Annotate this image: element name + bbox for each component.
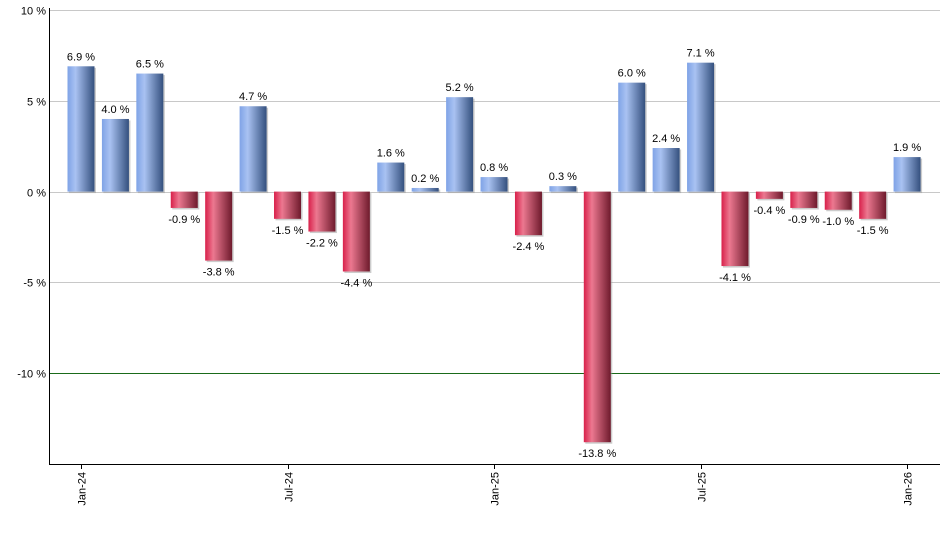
bar-Oct-24 [377,162,405,192]
bar-Apr-24 [170,191,198,208]
y-tick-label: 0 % [27,188,46,200]
y-tick-label: -10 % [17,369,46,381]
bar-Mar-24 [136,73,164,192]
axes: 10 % 5 % 0 % -5 % -10 % Jan-24 Jul-24 Jan-25 Jul… [17,6,940,506]
y-tick-label: 10 % [21,6,46,18]
bar-Sep-25 [755,191,783,199]
data-label: 0.3 % [549,171,577,183]
data-label: -4.1 % [719,272,751,284]
bar-Nov-24 [411,187,439,192]
data-label: -0.4 % [754,205,786,217]
data-labels: 6.9 %4.0 %6.5 %-0.9 %-3.8 %4.7 %-1.5 %-2… [67,48,921,461]
x-tick-label: Jan-24 [77,472,89,506]
data-label: 5.2 % [446,82,474,94]
data-label: -4.4 % [340,278,372,290]
data-label: -2.2 % [306,238,338,250]
data-label: -2.4 % [513,241,545,253]
data-label: 1.6 % [377,148,405,160]
bar-Jan-25 [480,177,508,192]
bar-Dec-24 [446,97,474,192]
bar-Jan-24 [67,66,95,192]
bar-Jul-25 [687,62,715,192]
data-label: -0.9 % [168,214,200,226]
x-tick-label: Jul-24 [284,472,296,502]
bar-Apr-25 [583,191,611,443]
data-label: -0.9 % [788,214,820,226]
bar-Jun-24 [239,106,267,192]
bar-Feb-25 [514,191,542,236]
y-tick-label: 5 % [27,97,46,109]
y-tick-label: -5 % [23,278,46,290]
data-label: -1.0 % [822,216,854,228]
bar-Nov-25 [824,191,852,210]
data-label: 1.9 % [893,142,921,154]
data-label: 6.5 % [136,59,164,71]
bar-Mar-25 [549,186,577,192]
bar-Jan-26 [893,157,921,192]
data-label: 2.4 % [652,133,680,145]
bar-Sep-24 [342,191,370,272]
data-label: 0.8 % [480,162,508,174]
bar-Aug-24 [308,191,336,232]
bar-Oct-25 [790,191,818,208]
data-label: 7.1 % [686,48,714,60]
bar-Dec-25 [859,191,887,219]
bar-May-25 [618,82,646,192]
data-label: 0.2 % [411,173,439,185]
bars [67,62,923,444]
bar-Aug-25 [721,191,749,267]
data-label: -1.5 % [272,225,304,237]
x-tick-label: Jan-26 [903,472,915,506]
data-label: 4.7 % [239,91,267,103]
bar-Jun-25 [652,148,680,192]
bar-Jul-24 [274,191,302,219]
data-label: 4.0 % [101,104,129,116]
data-label: 6.9 % [67,51,95,63]
bar-May-24 [205,191,233,261]
x-tick-label: Jul-25 [697,472,709,502]
data-label: -3.8 % [203,267,235,279]
data-label: -13.8 % [578,448,616,460]
data-label: 6.0 % [618,68,646,80]
bar-Feb-24 [101,118,129,192]
data-label: -1.5 % [857,225,889,237]
x-tick-label: Jan-25 [490,472,502,506]
